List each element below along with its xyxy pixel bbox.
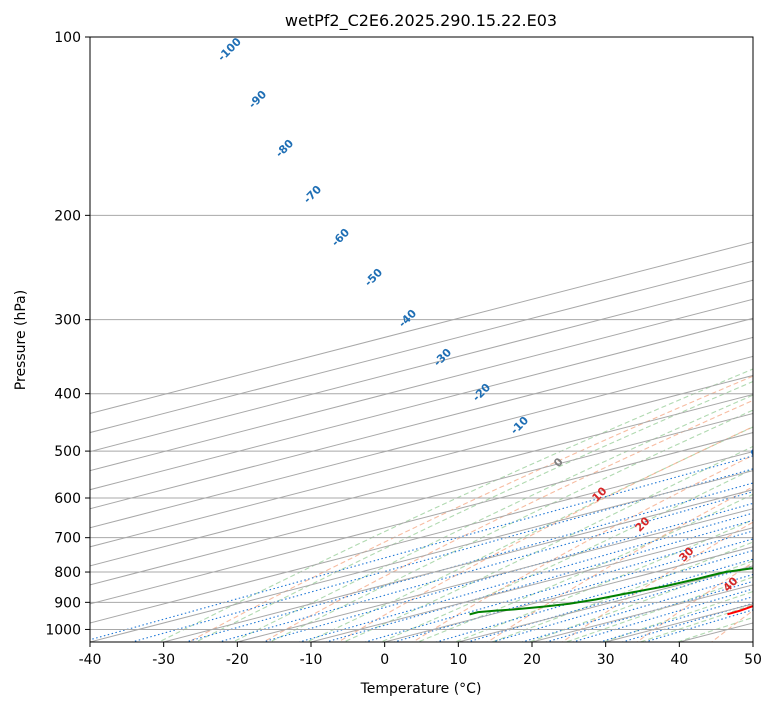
moist-adiabat [342,445,753,642]
isotherm [90,451,753,624]
isotherm [90,374,753,548]
mixing-ratio-line [465,558,753,642]
x-tick-label: -20 [226,652,249,668]
mixing-ratio-line [260,502,753,642]
isotherm [163,489,753,642]
isotherm [237,508,753,642]
x-tick-label: 40 [670,652,688,668]
mixing-ratio-line [183,482,753,642]
y-tick-label: 700 [54,531,81,547]
isotherm [90,432,753,605]
isotherms [90,241,753,642]
mixing-ratio-line [620,602,753,642]
isotherm [90,470,753,642]
y-axis-label: Pressure (hPa) [13,290,29,390]
dry-adiabat [262,399,753,642]
y-axis: 100 200 300 400 500 600 700 800 900 1000 [45,30,90,638]
plot-background [90,37,753,642]
x-tick-label: 0 [380,652,389,668]
mixing-ratio-line [297,512,753,642]
y-tick-label: 600 [54,491,81,507]
isotherm [752,641,753,642]
x-tick-label: -10 [300,652,323,668]
y-tick-label: 100 [54,30,81,46]
x-tick-label: 30 [597,652,615,668]
moist-adiabat [231,394,753,642]
y-tick-label: 800 [54,565,81,581]
y-tick-label: 900 [54,595,81,611]
isotherm [90,260,753,434]
isotherm [90,241,753,415]
x-tick-label: -30 [152,652,175,668]
x-tick-label: -40 [79,652,102,668]
isotherm [90,279,753,453]
isotherm [90,336,753,510]
isotherm [310,527,753,642]
pressure-gridlines [90,37,753,630]
isotherm [90,298,753,472]
isotherm [90,317,753,491]
moist-adiabat [194,380,753,642]
x-tick-label: 20 [523,652,541,668]
x-axis-label: Temperature (°C) [360,681,482,697]
mixing-ratio-line [363,530,753,642]
x-tick-label: 10 [449,652,467,668]
x-axis: -40 -30 -20 -10 0 10 20 30 40 50 [79,642,762,668]
mixing-ratio-label: 0.1 [749,441,770,460]
y-tick-label: 300 [54,313,81,329]
mixing-ratio-line [216,491,753,642]
y-tick-label: 200 [54,208,81,224]
mixing-ratio-line [643,609,753,642]
mixing-ratio-line [597,596,753,642]
x-tick-label: 50 [744,652,762,668]
isotherm [90,393,753,567]
y-tick-label: 1000 [45,622,81,638]
y-tick-label: 400 [54,387,81,403]
mixing-ratio-line [90,455,753,641]
mixing-ratio-line [570,588,753,642]
isotherm [90,413,753,586]
y-tick-label: 500 [54,444,81,460]
chart-title: wetPf2_C2E6.2025.290.15.22.E03 [285,11,557,31]
plot-frame [89,36,754,643]
